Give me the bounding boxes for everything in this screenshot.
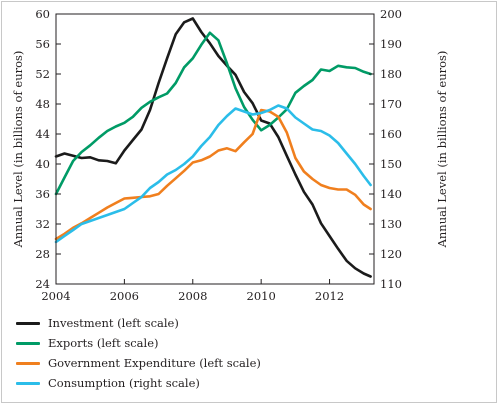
y-right-tick-label: 200 — [380, 7, 402, 21]
x-tick-label: 2010 — [247, 289, 276, 303]
series-line-exports — [54, 31, 372, 196]
y-right-tick-label: 140 — [380, 187, 402, 201]
y-left-tick-label: 52 — [35, 67, 50, 81]
y-left-tick-label: 32 — [35, 217, 50, 231]
y-right-tick-label: 150 — [380, 157, 402, 171]
chart-legend: Investment (left scale) Exports (left sc… — [16, 313, 261, 393]
legend-label-exports: Exports (left scale) — [48, 336, 159, 350]
series-line-investment — [54, 17, 372, 278]
legend-label-consumption: Consumption (right scale) — [48, 376, 200, 390]
legend-item-government-expenditure: Government Expenditure (left scale) — [16, 353, 261, 373]
legend-swatch-exports — [16, 341, 40, 345]
legend-label-government-expenditure: Government Expenditure (left scale) — [48, 356, 261, 370]
y-left-tick-label: 28 — [35, 247, 50, 261]
legend-item-exports: Exports (left scale) — [16, 333, 261, 353]
legend-item-investment: Investment (left scale) — [16, 313, 261, 333]
legend-item-consumption: Consumption (right scale) — [16, 373, 261, 393]
y-right-tick-label: 130 — [380, 217, 402, 231]
y-left-tick-label: 36 — [35, 187, 50, 201]
legend-label-investment: Investment (left scale) — [48, 316, 179, 330]
x-tick-label: 2008 — [178, 289, 207, 303]
x-tick-label: 2006 — [110, 289, 139, 303]
y-axis-left-label: Annual Level (in billions of euros) — [11, 51, 25, 249]
plot-border — [55, 13, 375, 285]
y-left-tick-label: 56 — [35, 37, 50, 51]
series-line-government-expenditure — [54, 108, 372, 241]
y-right-tick-label: 180 — [380, 67, 402, 81]
y-right-tick-label: 160 — [380, 127, 402, 141]
y-right-tick-label: 190 — [380, 37, 402, 51]
legend-swatch-government-expenditure — [16, 361, 40, 365]
y-right-tick-label: 170 — [380, 97, 402, 111]
y-left-tick-label: 60 — [35, 7, 50, 21]
x-tick-label: 2012 — [315, 289, 344, 303]
y-left-tick-label: 24 — [35, 277, 50, 291]
x-tick-label: 2004 — [41, 289, 70, 303]
y-left-tick-label: 40 — [35, 157, 50, 171]
y-right-tick-label: 120 — [380, 247, 402, 261]
y-axis-right-label: Annual Level (in billions of euros) — [435, 51, 449, 249]
y-right-tick-label: 110 — [380, 277, 402, 291]
legend-swatch-investment — [16, 321, 40, 325]
legend-swatch-consumption — [16, 381, 40, 385]
y-left-tick-label: 44 — [35, 127, 50, 141]
y-left-tick-label: 48 — [35, 97, 50, 111]
series-line-consumption — [54, 104, 372, 244]
